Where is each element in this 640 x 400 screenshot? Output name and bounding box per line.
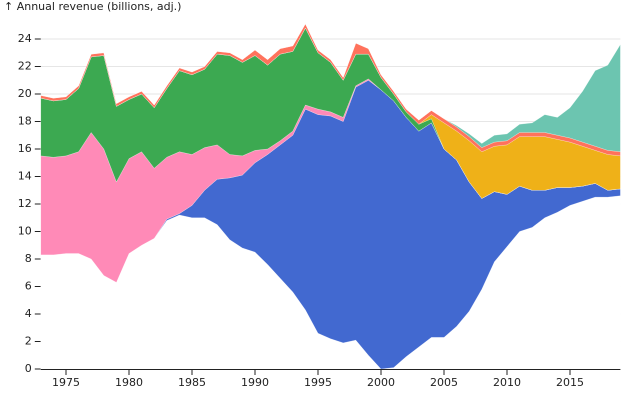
x-tick-label: 2010 xyxy=(493,376,521,389)
x-tick-label: 1985 xyxy=(178,376,206,389)
y-axis-label: ↑ Annual revenue (billions, adj.) xyxy=(4,0,181,13)
y-tick-label: 10 xyxy=(18,225,32,238)
x-tick-label: 1975 xyxy=(52,376,80,389)
y-tick-label: 16 xyxy=(18,142,32,155)
y-tick-label: 4 xyxy=(25,307,32,320)
x-tick-label: 2000 xyxy=(367,376,395,389)
y-tick-label: 0 xyxy=(25,362,32,375)
y-tick-label: 14 xyxy=(18,170,32,183)
x-tick-label: 2015 xyxy=(556,376,584,389)
y-tick-label: 22 xyxy=(18,60,32,73)
y-tick-label: 12 xyxy=(18,197,32,210)
x-tick-label: 1990 xyxy=(241,376,269,389)
y-tick-label: 18 xyxy=(18,115,32,128)
x-tick-label: 1995 xyxy=(304,376,332,389)
y-tick-label: 6 xyxy=(25,280,32,293)
area xyxy=(40,23,621,152)
y-tick-label: 24 xyxy=(18,32,32,45)
y-tick-label: 20 xyxy=(18,87,32,100)
x-tick-label: 2005 xyxy=(430,376,458,389)
y-tick-label: 2 xyxy=(25,335,32,348)
x-tick-label: 1980 xyxy=(115,376,143,389)
y-tick-label: 8 xyxy=(25,252,32,265)
